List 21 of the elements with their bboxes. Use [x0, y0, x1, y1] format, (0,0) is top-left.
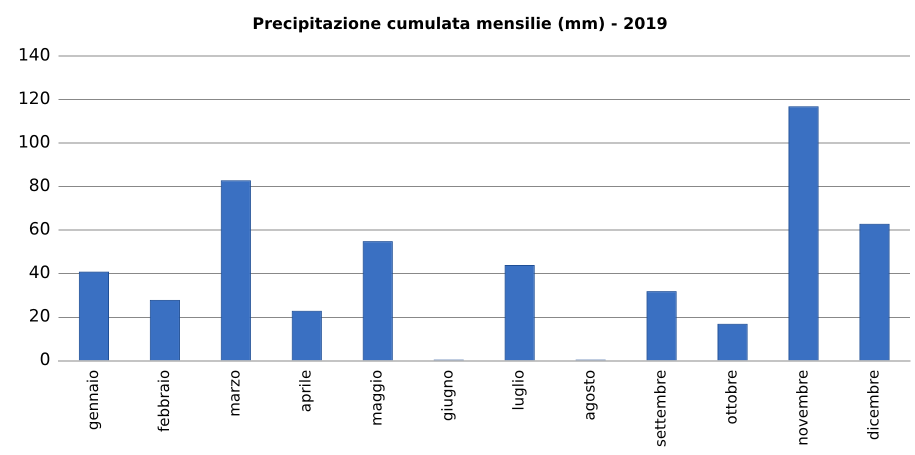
y-tick-label: 80	[28, 176, 50, 196]
x-tick-label: agosto	[580, 370, 599, 421]
y-tick-label: 40	[28, 263, 50, 284]
x-tick-label: aprile	[296, 370, 315, 412]
y-tick-label: 20	[28, 306, 50, 327]
x-tick-label: novembre	[793, 370, 812, 446]
x-tick-label: ottobre	[722, 370, 740, 424]
y-tick-label: 0	[40, 350, 50, 370]
y-tick-label: 120	[18, 89, 50, 110]
x-tick-label: gennaio	[84, 370, 102, 430]
y-tick-label: 60	[28, 220, 50, 240]
chart-title: Precipitazione cumulata mensilie (mm) - 2019	[252, 14, 668, 33]
x-tick-label: luglio	[510, 370, 528, 410]
x-tick-label: febbraio	[154, 370, 173, 432]
x-tick-label: dicembre	[864, 370, 882, 440]
y-tick-label: 100	[18, 132, 50, 153]
x-tick-label: marzo	[226, 370, 244, 417]
x-tick-label: settembre	[652, 370, 670, 447]
x-tick-label: maggio	[368, 370, 386, 426]
x-tick-label: giugno	[438, 370, 457, 422]
y-tick-label: 140	[18, 46, 50, 66]
